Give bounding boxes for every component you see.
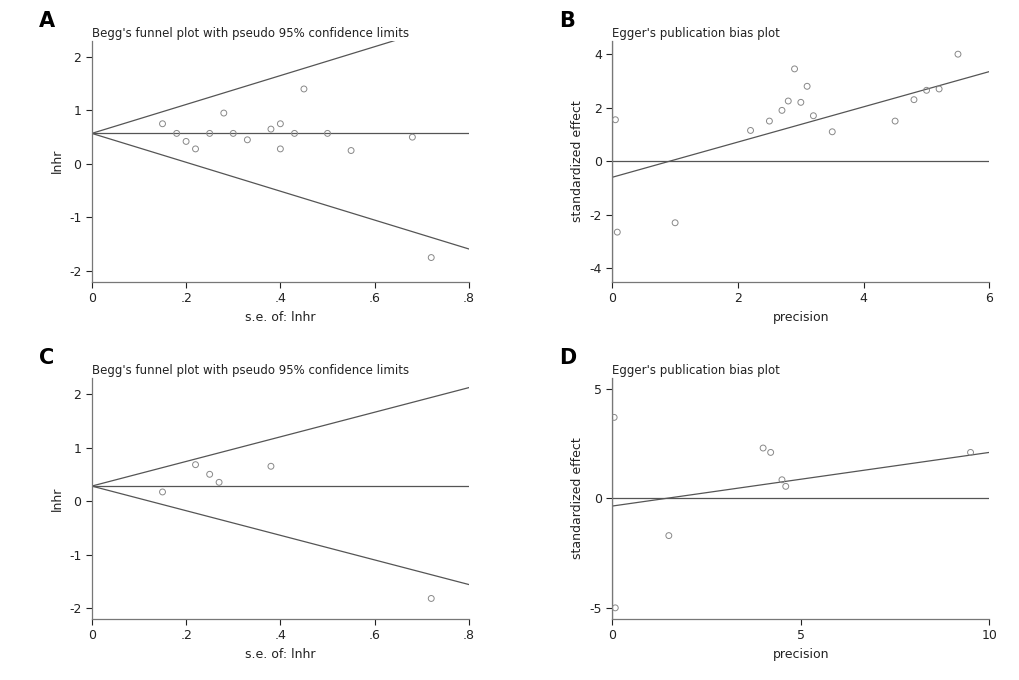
- Point: [296, 84, 312, 95]
- Point: [423, 593, 439, 604]
- Point: [804, 110, 820, 121]
- Point: [168, 128, 184, 139]
- Text: B: B: [558, 11, 575, 31]
- Point: [319, 128, 335, 139]
- Point: [154, 486, 170, 497]
- Point: [239, 135, 256, 146]
- Point: [272, 118, 288, 129]
- Point: [225, 128, 242, 139]
- Point: [792, 97, 808, 108]
- Point: [608, 226, 625, 237]
- Text: Egger's publication bias plot: Egger's publication bias plot: [611, 27, 780, 39]
- Y-axis label: standardized effect: standardized effect: [571, 101, 583, 222]
- Point: [272, 143, 288, 154]
- Point: [202, 128, 218, 139]
- X-axis label: precision: precision: [771, 648, 828, 661]
- Text: A: A: [39, 11, 55, 31]
- Point: [215, 107, 231, 118]
- Point: [962, 447, 978, 458]
- Point: [211, 477, 227, 488]
- X-axis label: s.e. of: lnhr: s.e. of: lnhr: [245, 648, 315, 661]
- Point: [773, 105, 790, 116]
- Point: [404, 132, 420, 143]
- Point: [660, 530, 677, 541]
- Point: [905, 95, 921, 105]
- Point: [742, 125, 758, 136]
- Point: [263, 461, 279, 472]
- Text: Begg's funnel plot with pseudo 95% confidence limits: Begg's funnel plot with pseudo 95% confi…: [92, 27, 409, 39]
- Point: [187, 459, 204, 470]
- Point: [786, 63, 802, 74]
- Point: [606, 602, 623, 613]
- Point: [177, 136, 194, 147]
- Point: [780, 96, 796, 107]
- Point: [202, 469, 218, 480]
- Point: [823, 126, 840, 137]
- Point: [605, 412, 622, 423]
- Point: [342, 145, 359, 156]
- Point: [776, 481, 793, 492]
- Point: [760, 116, 776, 126]
- Point: [423, 252, 439, 263]
- Point: [187, 143, 204, 154]
- Point: [606, 114, 623, 125]
- Y-axis label: lnhr: lnhr: [50, 486, 63, 511]
- Point: [930, 84, 947, 95]
- Point: [762, 447, 779, 458]
- Text: D: D: [558, 348, 576, 369]
- Point: [887, 116, 903, 126]
- Point: [798, 81, 814, 92]
- Point: [773, 475, 790, 486]
- Point: [754, 443, 770, 454]
- X-axis label: s.e. of: lnhr: s.e. of: lnhr: [245, 311, 315, 324]
- Point: [917, 85, 933, 96]
- Y-axis label: lnhr: lnhr: [50, 149, 63, 173]
- Point: [949, 49, 965, 60]
- X-axis label: precision: precision: [771, 311, 828, 324]
- Y-axis label: standardized effect: standardized effect: [571, 437, 583, 559]
- Text: Egger's publication bias plot: Egger's publication bias plot: [611, 364, 780, 377]
- Point: [263, 124, 279, 135]
- Text: Begg's funnel plot with pseudo 95% confidence limits: Begg's funnel plot with pseudo 95% confi…: [92, 364, 409, 377]
- Point: [666, 218, 683, 228]
- Point: [286, 128, 303, 139]
- Text: C: C: [39, 348, 54, 369]
- Point: [154, 118, 170, 129]
